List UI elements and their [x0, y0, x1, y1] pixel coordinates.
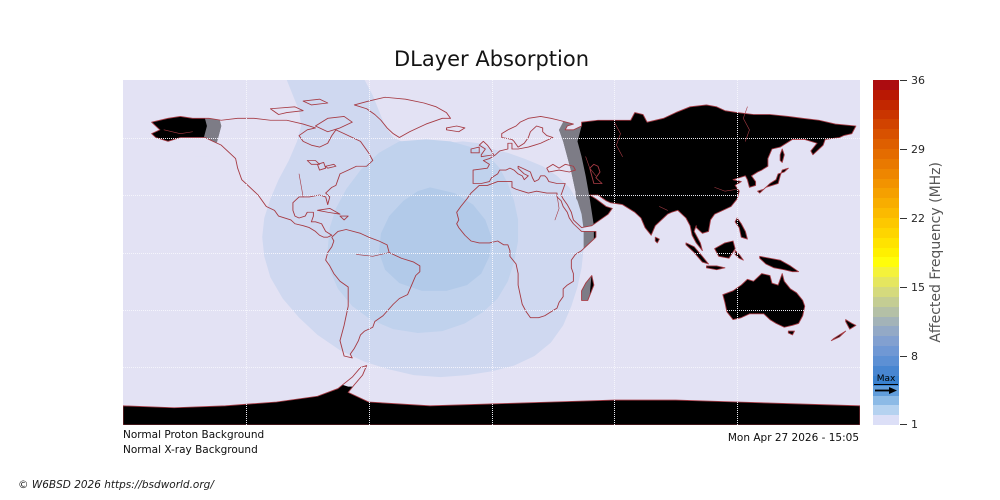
colorbar-segment [873, 287, 899, 297]
colorbar-segment [873, 415, 899, 426]
colorbar-segment [873, 296, 899, 307]
colorbar-tick-mark [900, 149, 907, 150]
colorbar-segment [873, 316, 899, 327]
colorbar-segment [873, 149, 899, 159]
colorbar-tick-label: 29 [911, 143, 925, 156]
black-sea [546, 163, 576, 173]
colorbar-segment [873, 336, 899, 347]
colorbar-segment [873, 109, 899, 120]
colorbar-segment [873, 119, 899, 130]
background-status: Normal Proton Background Normal X-ray Ba… [123, 428, 264, 457]
colorbar-segment [873, 405, 899, 416]
colorbar-segment [873, 89, 899, 100]
map-timestamp: Mon Apr 27 2026 - 15:05 [727, 432, 859, 444]
colorbar-segment [873, 277, 899, 288]
colorbar-segment [873, 227, 899, 238]
colorbar-tick-label: 22 [911, 212, 925, 225]
colorbar-segment [873, 139, 899, 150]
xray-status-line: Normal X-ray Background [123, 443, 258, 456]
colorbar-segment [873, 237, 899, 248]
terminator-strip-west [194, 110, 222, 157]
colorbar-segment [873, 356, 899, 366]
colorbar-tick-mark [900, 356, 907, 357]
absorption-overlay [188, 80, 594, 387]
max-arrow-icon [875, 387, 897, 394]
max-marker: Max [873, 374, 899, 395]
max-marker-label: Max [874, 374, 898, 385]
colorbar-segment [873, 178, 899, 189]
colorbar-segment [873, 365, 899, 376]
coastlines [123, 96, 860, 425]
colorbar-segment [873, 99, 899, 110]
colorbar-segment [873, 346, 899, 357]
colorbar-tick-mark [900, 424, 907, 425]
colorbar-segment [873, 306, 899, 317]
colorbar-segment [873, 267, 899, 278]
colorbar-tick-label: 15 [911, 281, 925, 294]
colorbar-segment [873, 247, 899, 258]
colorbar-segment [873, 395, 899, 406]
caspian-sea [589, 163, 603, 184]
page-title: DLayer Absorption [393, 47, 590, 71]
great-lakes [306, 160, 337, 171]
colorbar-tick-label: 8 [911, 350, 918, 363]
colorbar-segment [873, 80, 899, 90]
colorbar-tick-mark [900, 218, 907, 219]
proton-status-line: Normal Proton Background [123, 429, 265, 441]
colorbar-segment [873, 375, 899, 386]
world-map [123, 80, 860, 425]
colorbar-tick-mark [900, 287, 907, 288]
colorbar-segment [873, 326, 899, 337]
colorbar-segment [873, 168, 899, 179]
colorbar-tick-label: 36 [911, 74, 925, 87]
colorbar-segment [873, 208, 899, 219]
colorbar-segment [873, 198, 899, 209]
absorption-level-3 [378, 187, 492, 291]
colorbar-segment [873, 129, 899, 140]
colorbar-segment [873, 188, 899, 199]
colorbar-segment [873, 257, 899, 268]
copyright-credit: © W6BSD 2026 https://bsdworld.org/ [18, 479, 214, 491]
colorbar-tick-mark [900, 80, 907, 81]
map-svg [123, 80, 860, 425]
terminator-strip-east [528, 80, 594, 372]
colorbar-axis-label: Affected Frequency (MHz) [928, 162, 944, 343]
colorbar-segment [873, 218, 899, 228]
rivers [163, 106, 750, 257]
colorbar-segment [873, 158, 899, 169]
colorbar-tick-label: 1 [911, 418, 918, 431]
